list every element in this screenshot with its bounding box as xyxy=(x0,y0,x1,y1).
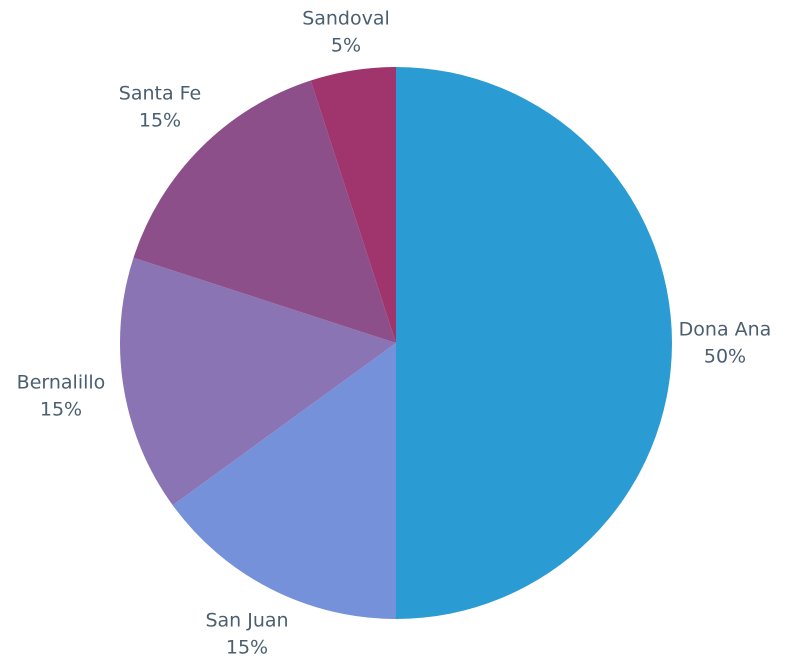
slice-label: Bernalillo xyxy=(17,372,106,394)
pie-slice xyxy=(172,343,396,619)
slice-label: San Juan xyxy=(205,610,288,632)
pie-slice xyxy=(396,67,672,619)
slice-value-label: 15% xyxy=(226,637,268,659)
pie-slice xyxy=(310,67,396,343)
slice-value-label: 15% xyxy=(139,110,181,132)
pie-slice xyxy=(120,257,396,506)
slice-value-label: 50% xyxy=(704,346,746,368)
slice-label: Dona Ana xyxy=(679,319,772,341)
slice-label: Santa Fe xyxy=(119,83,201,105)
slice-value-label: 15% xyxy=(40,399,82,421)
slice-value-label: 5% xyxy=(331,35,361,57)
pie-slice xyxy=(133,80,396,344)
slice-label: Sandoval xyxy=(302,8,390,30)
